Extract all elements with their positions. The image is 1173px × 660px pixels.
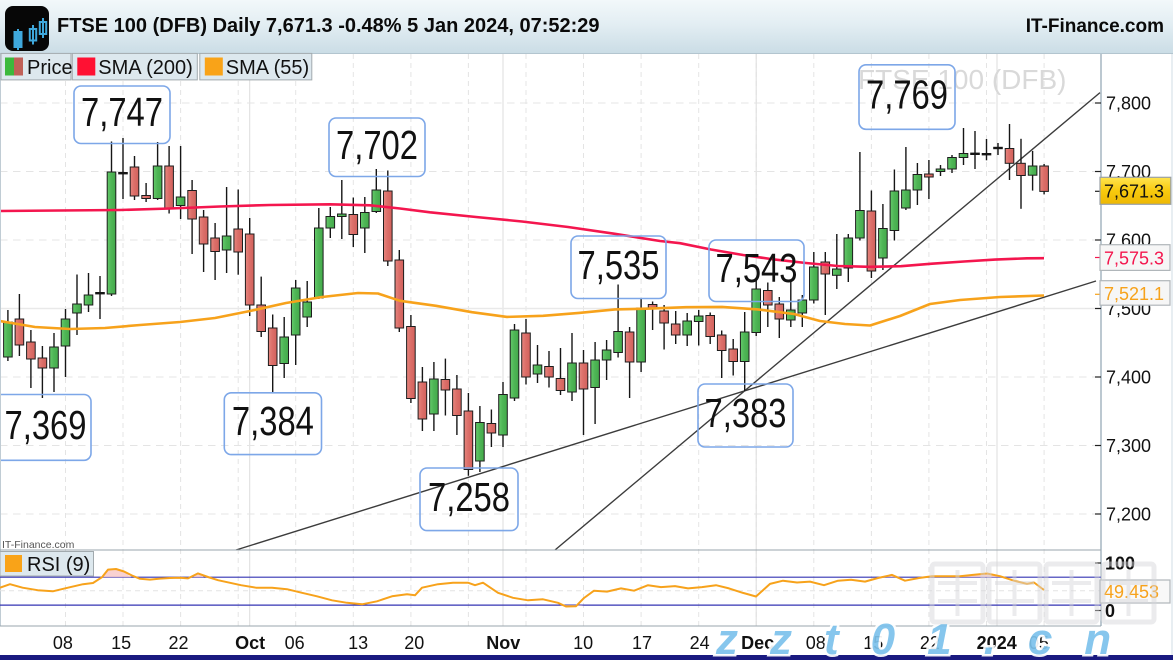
- svg-text:RSI (9): RSI (9): [27, 554, 90, 576]
- svg-text:0: 0: [1105, 601, 1115, 621]
- svg-text:7,521.1: 7,521.1: [1104, 284, 1164, 304]
- svg-text:06: 06: [285, 633, 305, 653]
- svg-text:Dec: Dec: [741, 633, 774, 653]
- svg-text:FTSE 100 (DFB): FTSE 100 (DFB): [858, 64, 1066, 95]
- svg-text:7,300: 7,300: [1106, 436, 1151, 456]
- svg-text:7,543: 7,543: [716, 245, 798, 291]
- svg-text:7,702: 7,702: [336, 122, 418, 168]
- svg-text:08: 08: [806, 633, 826, 653]
- svg-text:10: 10: [573, 633, 593, 653]
- svg-text:49.453: 49.453: [1104, 582, 1159, 602]
- svg-text:2024: 2024: [977, 633, 1017, 653]
- svg-text:22: 22: [920, 633, 940, 653]
- svg-text:20: 20: [404, 633, 424, 653]
- svg-text:7,384: 7,384: [232, 398, 314, 444]
- svg-text:15: 15: [111, 633, 131, 653]
- svg-text:7,369: 7,369: [5, 402, 87, 448]
- svg-text:7,200: 7,200: [1106, 505, 1151, 525]
- svg-text:SMA (55): SMA (55): [226, 57, 309, 79]
- svg-text:08: 08: [53, 633, 73, 653]
- svg-text:Oct: Oct: [235, 633, 265, 653]
- svg-text:7,575.3: 7,575.3: [1104, 249, 1164, 269]
- svg-text:7,671.3: 7,671.3: [1104, 182, 1164, 202]
- svg-text:Price: Price: [27, 57, 73, 79]
- svg-text:zzt01.cn: zzt01.cn: [715, 615, 1143, 660]
- svg-text:7,769: 7,769: [866, 72, 948, 118]
- svg-text:Nov: Nov: [486, 633, 520, 653]
- svg-text:7,383: 7,383: [705, 390, 787, 436]
- svg-text:22: 22: [168, 633, 188, 653]
- svg-text:100: 100: [1105, 554, 1135, 574]
- svg-text:7,258: 7,258: [428, 474, 510, 520]
- svg-text:7,400: 7,400: [1106, 368, 1151, 388]
- svg-text:17: 17: [632, 633, 652, 653]
- svg-text:15: 15: [863, 633, 883, 653]
- svg-text:7,535: 7,535: [578, 242, 660, 288]
- svg-text:05: 05: [1029, 633, 1049, 653]
- svg-text:13: 13: [348, 633, 368, 653]
- svg-text:7,747: 7,747: [81, 89, 163, 135]
- svg-text:24: 24: [690, 633, 710, 653]
- svg-text:SMA (200): SMA (200): [98, 57, 192, 79]
- svg-text:IT-Finance.com: IT-Finance.com: [2, 539, 75, 551]
- svg-text:7,800: 7,800: [1106, 94, 1151, 114]
